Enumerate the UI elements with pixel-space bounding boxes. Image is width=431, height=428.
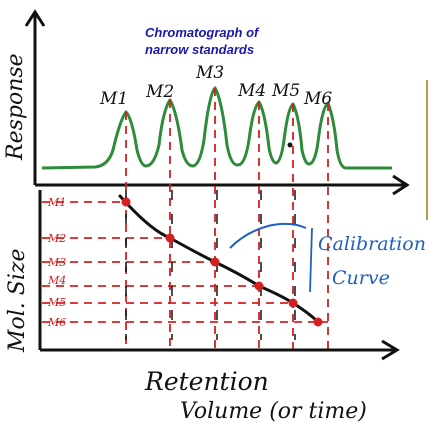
peak-label-m5: M5 [271, 81, 300, 101]
calibration-label-line2: Curve [332, 267, 390, 289]
trace-dot [287, 142, 293, 148]
x-axis-label-line2: Volume (or time) [180, 399, 367, 424]
sketch-dash-overlay [125, 190, 296, 340]
calibration-panel: M1 M2 M3 M4 M5 M6 Mol. Size Calibration … [5, 190, 426, 424]
x-axis-label-line1: Retention [144, 367, 269, 396]
calibration-label-line1: Calibration [318, 233, 426, 255]
calibration-annotation-pointer [229, 222, 307, 249]
calibration-point-m1 [121, 197, 131, 207]
size-tick-m3: M3 [47, 256, 66, 269]
response-axis-label: Response [3, 53, 28, 161]
size-axis-label: Mol. Size [5, 248, 30, 353]
chromatogram-panel: Chromatograph of narrow standards M1 M2 … [3, 9, 410, 196]
peak-label-m6: M6 [303, 89, 332, 109]
chart-title-line2: narrow standards [145, 42, 254, 57]
peak-label-m1: M1 [99, 89, 128, 109]
calibration-point-m6 [313, 317, 323, 327]
chromatogram-trace [41, 86, 392, 170]
peak-label-m3: M3 [195, 63, 224, 83]
chromatogram-axis-arrowhead [392, 174, 410, 196]
calibration-point-m2 [165, 233, 175, 243]
chart-title-line1: Chromatograph of [145, 25, 260, 40]
size-tick-m4: M4 [47, 274, 66, 287]
size-tick-m2: M2 [47, 232, 66, 245]
peak-label-m2: M2 [145, 82, 174, 102]
retention-axis-arrowhead [381, 339, 400, 361]
calibration-curve [118, 194, 320, 324]
calibration-points [121, 197, 323, 327]
response-axis-arrowhead [24, 9, 46, 27]
peak-guide-lines [42, 88, 329, 350]
size-tick-m5: M5 [47, 296, 66, 309]
size-tick-m1: M1 [47, 196, 66, 209]
calibration-point-m3 [210, 257, 220, 267]
peak-label-m4: M4 [237, 81, 266, 101]
size-tick-m6: M6 [47, 316, 66, 329]
calibration-point-m5 [288, 298, 298, 308]
calibration-point-m4 [254, 281, 264, 291]
calibration-annotation-bracket [309, 227, 313, 293]
